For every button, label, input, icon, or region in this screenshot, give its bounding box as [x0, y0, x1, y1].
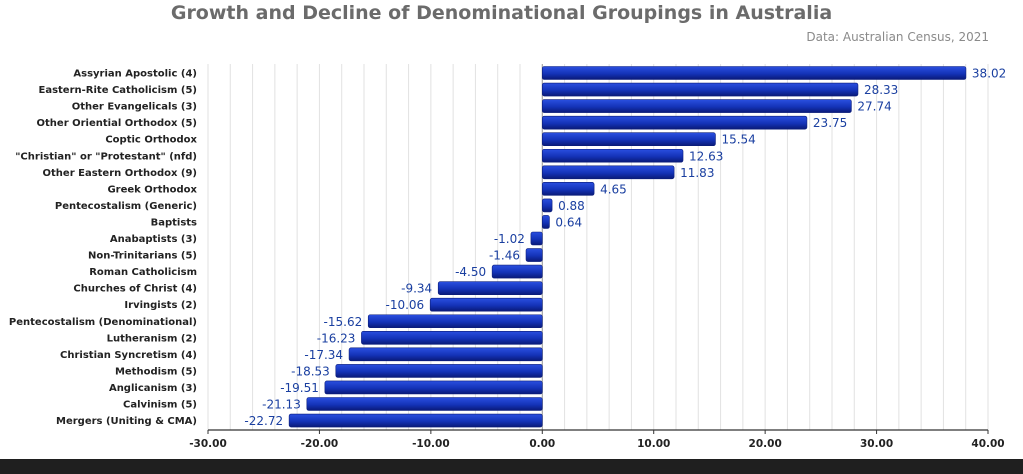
category-label: Christian Syncretism (4)	[60, 350, 197, 361]
value-label: -4.50	[455, 265, 486, 279]
bar	[541, 182, 595, 196]
category-label: Methodism (5)	[115, 366, 197, 377]
chart-subtitle: Data: Australian Census, 2021	[806, 30, 989, 44]
labels: Assyrian Apostolic (4) 38.02 Eastern-Rite …	[9, 67, 1006, 429]
bar	[541, 82, 859, 97]
category-label: Baptists	[151, 217, 197, 228]
value-label: -9.34	[401, 282, 432, 296]
bar	[324, 380, 543, 395]
value-label: 0.64	[555, 215, 582, 229]
value-label: -1.02	[494, 232, 525, 246]
bar	[541, 132, 716, 146]
value-label: 12.63	[689, 149, 723, 163]
value-label: 38.02	[972, 67, 1006, 81]
bar	[361, 330, 543, 345]
value-label: -22.72	[244, 414, 283, 428]
value-label: -17.34	[304, 348, 343, 362]
category-label: Calvinism (5)	[123, 400, 197, 411]
x-tick-label: 40.00	[971, 438, 1004, 450]
bar	[306, 397, 543, 411]
value-label: -15.62	[324, 315, 363, 329]
category-label: Anglicanism (3)	[109, 383, 197, 394]
bar	[530, 231, 543, 246]
bar	[437, 281, 543, 295]
x-tick-label: 20.00	[749, 438, 782, 450]
value-label: -21.13	[262, 398, 301, 412]
value-label: 11.83	[680, 166, 714, 180]
category-label: Mergers (Uniting & CMA)	[56, 416, 197, 427]
category-label: Pentecostalism (Denominational)	[9, 317, 197, 328]
x-tick-label: 0.00	[529, 438, 555, 450]
bar	[429, 297, 543, 312]
category-label: Other Evangelicals (3)	[72, 102, 197, 113]
category-label: Coptic Orthodox	[105, 135, 197, 146]
bar	[348, 347, 543, 362]
category-label: Assyrian Apostolic (4)	[73, 69, 197, 80]
bar	[525, 248, 543, 262]
x-tick-label: -10.00	[412, 438, 450, 450]
category-label: Lutheranism (2)	[107, 333, 197, 344]
value-label: 23.75	[813, 116, 847, 130]
bar	[541, 148, 684, 163]
bar	[288, 413, 543, 428]
bar	[367, 314, 543, 329]
value-label: -16.23	[317, 331, 356, 345]
value-label: 27.74	[857, 100, 891, 114]
category-label: Roman Catholicism	[89, 267, 197, 278]
value-label: 4.65	[600, 182, 627, 196]
category-label: Non-Trinitarians (5)	[88, 251, 197, 262]
bars	[288, 66, 967, 428]
chart-title: Growth and Decline of Denominational Gro…	[170, 2, 833, 24]
x-tick-label: 10.00	[637, 438, 670, 450]
bar	[541, 66, 967, 80]
category-label: Greek Orthodox	[107, 184, 197, 195]
x-tick-label: 30.00	[860, 438, 893, 450]
bar	[335, 364, 543, 378]
bar	[541, 165, 675, 180]
bottom-taskbar	[0, 459, 1023, 474]
x-axis: -30.00 -20.00 -10.00 0.00 10.00 20.00 30.00 40.…	[189, 429, 1005, 450]
x-tick-label: -30.00	[189, 438, 227, 450]
category-label: Eastern-Rite Catholicism (5)	[39, 85, 198, 96]
bar	[541, 215, 550, 229]
category-label: Anabaptists (3)	[110, 234, 197, 245]
category-label: Pentecostalism (Generic)	[55, 201, 197, 212]
value-label: 28.33	[864, 83, 898, 97]
category-label: "Christian" or "Protestant" (nfd)	[15, 151, 197, 162]
category-label: Other Oriential Orthodox (5)	[37, 118, 197, 129]
category-label: Other Eastern Orthodox (9)	[43, 168, 197, 179]
value-label: 15.54	[721, 133, 755, 147]
value-label: -10.06	[386, 298, 425, 312]
category-label: Irvingists (2)	[124, 300, 197, 311]
x-tick-label: -20.00	[301, 438, 339, 450]
bar	[491, 264, 543, 279]
bar	[541, 198, 553, 213]
value-label: -19.51	[280, 381, 319, 395]
category-label: Churches of Christ (4)	[73, 284, 197, 295]
value-label: -1.46	[489, 249, 520, 263]
bar	[541, 115, 808, 130]
bar	[541, 99, 852, 113]
value-label: -18.53	[291, 364, 330, 378]
value-label: 0.88	[558, 199, 585, 213]
